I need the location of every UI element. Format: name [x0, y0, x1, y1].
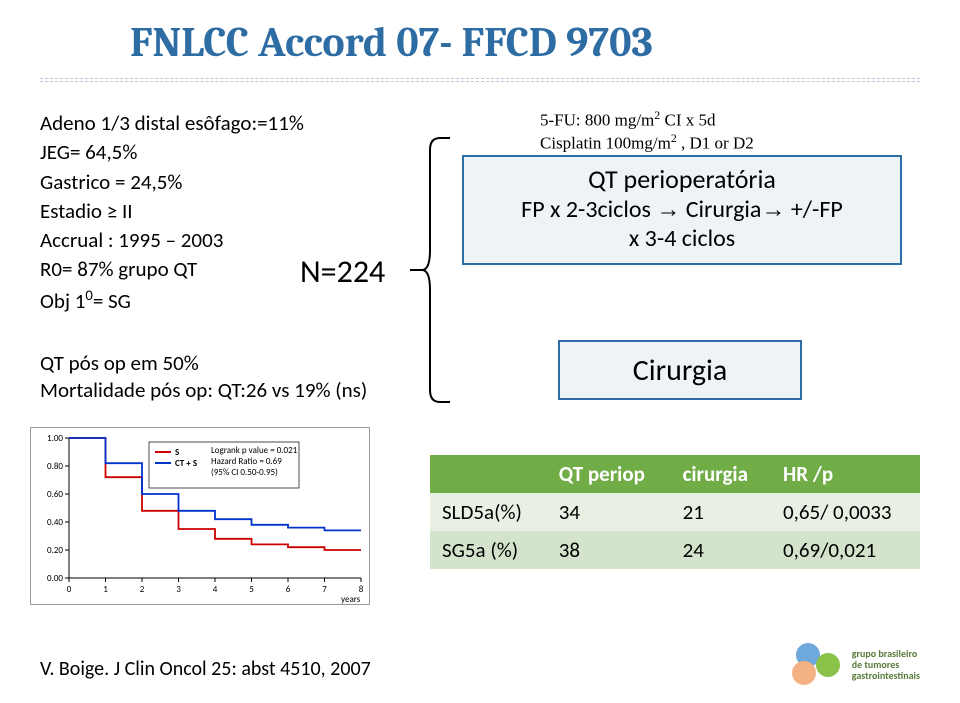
- table-header: QT periop: [547, 455, 671, 493]
- svg-text:0.60: 0.60: [47, 489, 63, 500]
- svg-text:2: 2: [140, 584, 145, 595]
- table-header: [430, 455, 547, 493]
- gbtg-logo: grupo brasileiro de tumores gastrointest…: [790, 643, 920, 685]
- svg-text:5: 5: [249, 584, 254, 595]
- table-cell: SG5a (%): [430, 531, 547, 569]
- regimen-line: 5-FU: 800 mg/m2 CI x 5d: [540, 108, 754, 131]
- char-line: JEG= 64,5%: [40, 139, 380, 166]
- survival-chart: 0.000.200.400.600.801.00012345678yearsSC…: [30, 427, 370, 605]
- chemo-regimen: 5-FU: 800 mg/m2 CI x 5d Cisplatin 100mg/…: [540, 108, 754, 154]
- char-line: Estadio ≥ II: [40, 198, 380, 225]
- svg-text:7: 7: [322, 584, 327, 595]
- svg-text:6: 6: [286, 584, 291, 595]
- svg-text:1: 1: [103, 584, 108, 595]
- n-randomized: N=224: [300, 252, 385, 291]
- table-cell: SLD5a(%): [430, 493, 547, 531]
- svg-text:0.80: 0.80: [47, 461, 63, 472]
- svg-text:Logrank p value = 0.021: Logrank p value = 0.021: [211, 445, 298, 456]
- svg-text:4: 4: [213, 584, 218, 595]
- svg-text:CT + S: CT + S: [175, 458, 197, 469]
- logo-icon: [790, 643, 844, 685]
- outcome-line: Mortalidade pós op: QT:26 vs 19% (ns): [40, 377, 410, 404]
- table-header: HR /p: [771, 455, 920, 493]
- table-cell: 0,69/0,021: [771, 531, 920, 569]
- table-cell: 24: [671, 531, 771, 569]
- citation: V. Boige. J Clin Oncol 25: abst 4510, 20…: [40, 657, 371, 681]
- table-header: cirurgia: [671, 455, 771, 493]
- km-svg: 0.000.200.400.600.801.00012345678yearsSC…: [31, 428, 371, 606]
- table-cell: 0,65/ 0,0033: [771, 493, 920, 531]
- arm1-cycles: x 3-4 ciclos: [474, 224, 890, 253]
- svg-text:(95% CI 0.50-0.95): (95% CI 0.50-0.95): [211, 467, 278, 478]
- arm1-box: QT perioperatória FP x 2-3ciclos → Cirur…: [462, 155, 902, 265]
- svg-text:0: 0: [67, 584, 72, 595]
- svg-text:Hazard Ratio = 0.69: Hazard Ratio = 0.69: [211, 456, 282, 467]
- arm1-title: QT perioperatória: [474, 163, 890, 195]
- outcome-line: QT pós op em 50%: [40, 350, 410, 377]
- table-cell: 34: [547, 493, 671, 531]
- svg-text:1.00: 1.00: [47, 433, 63, 444]
- regimen-line: Cisplatin 100mg/m2 , D1 or D2: [540, 131, 754, 154]
- randomization-bracket-icon: [410, 130, 450, 410]
- slide-title: FNLCC Accord 07- FFCD 9703: [130, 18, 653, 67]
- char-line: Adeno 1/3 distal esôfago:=11%: [40, 110, 380, 137]
- svg-text:0.00: 0.00: [47, 573, 63, 584]
- table-cell: 38: [547, 531, 671, 569]
- logo-text: grupo brasileiro de tumores gastrointest…: [852, 648, 920, 681]
- table-cell: 21: [671, 493, 771, 531]
- study-outcomes-text: QT pós op em 50% Mortalidade pós op: QT:…: [40, 350, 410, 405]
- arm1-schema: FP x 2-3ciclos → Cirurgia→ +/-FP: [474, 195, 890, 224]
- char-line: Gastrico = 24,5%: [40, 169, 380, 196]
- svg-text:3: 3: [176, 584, 181, 595]
- title-divider: [40, 78, 920, 82]
- results-table: QT periopcirurgiaHR /p SLD5a(%)34210,65/ …: [430, 455, 920, 569]
- arm2-box: Cirurgia: [558, 340, 802, 400]
- svg-text:0.40: 0.40: [47, 517, 63, 528]
- char-line: Accrual : 1995 – 2003: [40, 227, 380, 254]
- svg-text:0.20: 0.20: [47, 545, 63, 556]
- svg-text:S: S: [175, 447, 179, 458]
- svg-text:years: years: [341, 594, 361, 605]
